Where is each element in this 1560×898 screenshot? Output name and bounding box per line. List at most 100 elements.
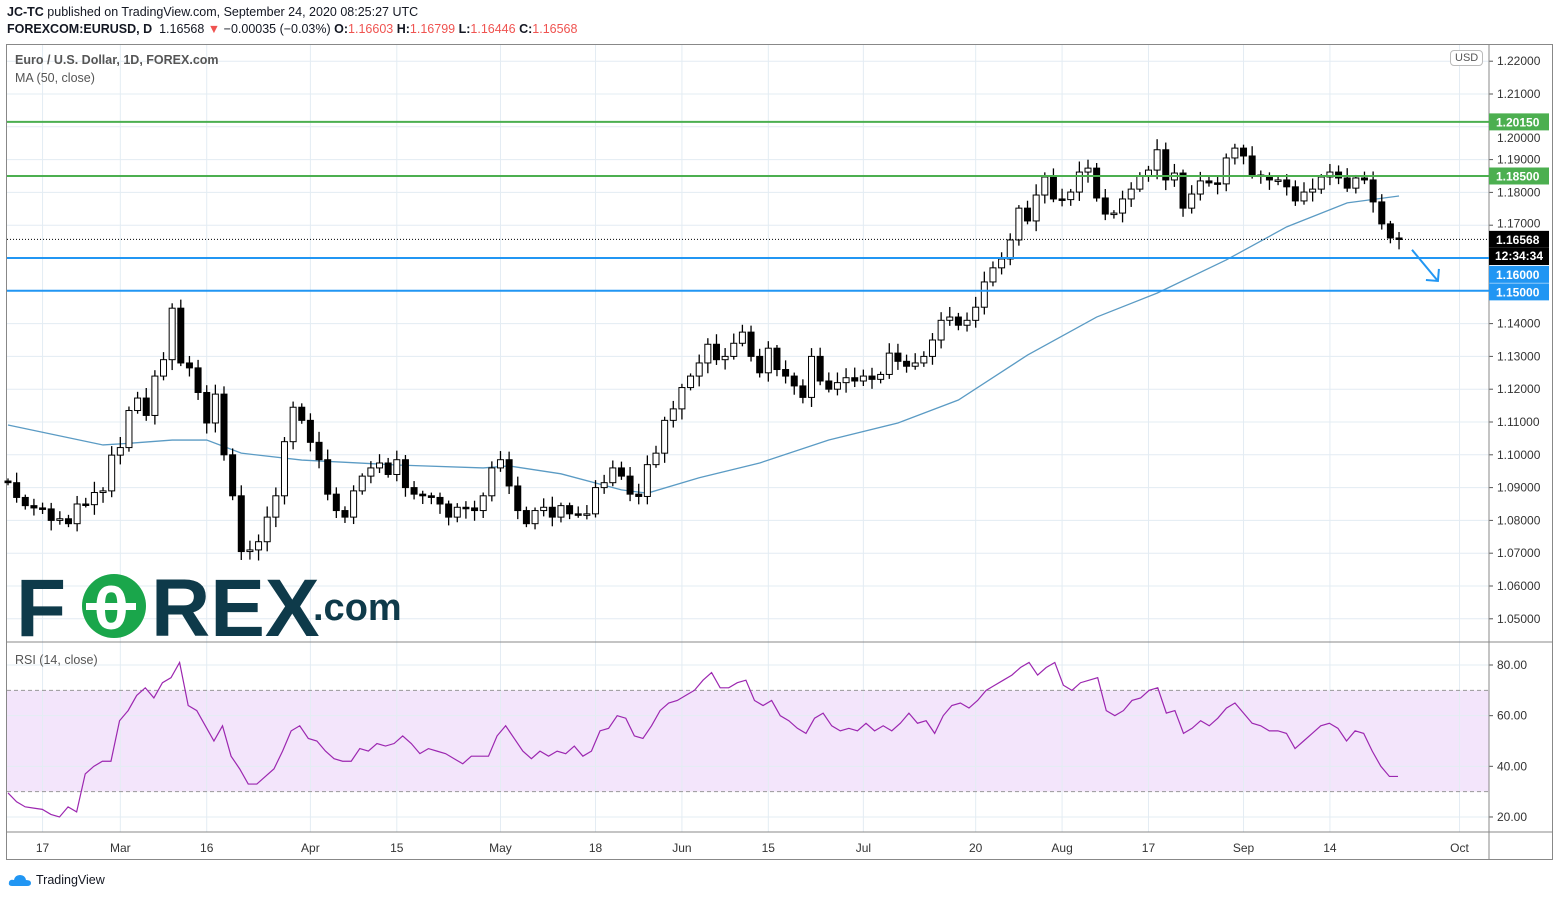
- candle-body: [1188, 193, 1196, 209]
- x-tick-label: 20: [969, 841, 983, 855]
- candle-body: [548, 506, 556, 518]
- rsi-legend: RSI (14, close): [15, 653, 98, 667]
- candle-body: [168, 307, 176, 361]
- publish-info: JC-TC published on TradingView.com, Sept…: [7, 5, 418, 19]
- candle-body: [1041, 176, 1049, 196]
- x-tick-label: Oct: [1450, 841, 1469, 855]
- candle-body: [833, 382, 841, 390]
- candle-body: [505, 459, 513, 487]
- x-tick-label: 15: [390, 841, 404, 855]
- candle-body: [341, 510, 349, 518]
- candle-body: [332, 493, 340, 512]
- rsi-band: [7, 690, 1489, 792]
- x-tick-label: 17: [36, 841, 50, 855]
- y-tick-label: 1.20000: [1497, 131, 1541, 145]
- y-tick-label: 1.22000: [1497, 54, 1541, 68]
- tradingview-branding[interactable]: TradingView: [8, 872, 105, 888]
- candle-body: [756, 355, 764, 374]
- candle-body: [1360, 177, 1368, 181]
- candle-body: [1110, 212, 1118, 216]
- candle-body: [825, 380, 833, 390]
- x-tick-label: 17: [1142, 841, 1156, 855]
- candle-body: [4, 480, 12, 484]
- candle-body: [488, 467, 496, 497]
- ma-legend: MA (50, close): [15, 71, 95, 85]
- level-label-bg: [1489, 113, 1549, 131]
- ma50-line: [7, 195, 1400, 494]
- candle-body: [73, 503, 81, 525]
- candle-body: [1015, 207, 1023, 241]
- candle-body: [1101, 197, 1109, 215]
- candle-body: [39, 507, 47, 510]
- candle-body: [1024, 207, 1032, 222]
- candle-body: [419, 493, 427, 497]
- candle-body: [194, 367, 202, 393]
- candle-body: [1291, 186, 1299, 202]
- candle-body: [851, 377, 859, 382]
- candle-body: [384, 462, 392, 475]
- candle-body: [1343, 177, 1351, 189]
- countdown-label: 12:34:34: [1489, 248, 1549, 266]
- open-value: 1.16603: [348, 22, 394, 36]
- candle-body: [1274, 179, 1282, 182]
- candle-body: [1240, 147, 1248, 157]
- candle-body: [21, 496, 29, 507]
- y-tick-label: 1.14000: [1497, 317, 1541, 331]
- candle-body: [445, 503, 453, 518]
- chart-frame[interactable]: [6, 44, 1553, 860]
- open-label: O:: [334, 22, 349, 36]
- candle-body: [1067, 191, 1075, 201]
- candle-body: [246, 549, 254, 553]
- candle-body: [134, 397, 142, 412]
- level-label-bg: [1489, 167, 1549, 185]
- candle-body: [946, 316, 954, 321]
- candle-body: [401, 459, 409, 489]
- candle-body: [721, 355, 729, 361]
- x-tick-label: Jul: [856, 841, 871, 855]
- candle-body: [1093, 167, 1101, 199]
- candle-body: [911, 362, 919, 367]
- candle-body: [453, 506, 461, 518]
- candle-body: [272, 495, 280, 518]
- y-tick-label: 1.07000: [1497, 546, 1541, 560]
- candle-body: [479, 495, 487, 512]
- svg-text:.com: .com: [313, 587, 402, 629]
- candle-body: [255, 541, 263, 551]
- candle-body: [151, 375, 159, 416]
- candle-body: [868, 375, 876, 380]
- price-change: −0.00035 (−0.03%): [223, 22, 331, 36]
- candle-body: [1084, 167, 1092, 173]
- candle-body: [998, 258, 1006, 269]
- x-tick-label: Apr: [301, 841, 320, 855]
- candle-body: [782, 369, 790, 377]
- rsi-tick-label: 80.00: [1497, 658, 1527, 672]
- candle-body: [376, 462, 384, 469]
- candle-body: [514, 485, 522, 512]
- y-tick-label: 1.13000: [1497, 349, 1541, 363]
- candle-body: [324, 459, 332, 495]
- forex-logo-graphic: F 0 REX .com: [16, 566, 402, 642]
- candle-body: [1369, 179, 1377, 203]
- candle-body: [1119, 198, 1127, 214]
- candle-body: [885, 352, 893, 375]
- candle-body: [704, 343, 712, 364]
- publisher-name: JC-TC: [7, 5, 44, 19]
- candle-body: [635, 493, 643, 497]
- high-label: H:: [396, 22, 410, 36]
- candle-body: [142, 397, 150, 416]
- candle-body: [989, 267, 997, 283]
- last-price: 1.16568: [159, 22, 205, 36]
- candle-body: [808, 355, 816, 398]
- candle-body: [306, 419, 314, 443]
- forex-logo: F 0 REX .com: [16, 566, 421, 642]
- y-tick-label: 1.10000: [1497, 448, 1541, 462]
- currency-badge[interactable]: USD: [1450, 50, 1484, 66]
- rsi-line: [7, 660, 1398, 818]
- candle-body: [298, 406, 306, 421]
- candle-body: [842, 377, 850, 384]
- x-tick-label: 15: [762, 841, 776, 855]
- x-tick-label: Aug: [1051, 841, 1072, 855]
- candle-body: [1179, 172, 1187, 209]
- candle-body: [1196, 180, 1204, 195]
